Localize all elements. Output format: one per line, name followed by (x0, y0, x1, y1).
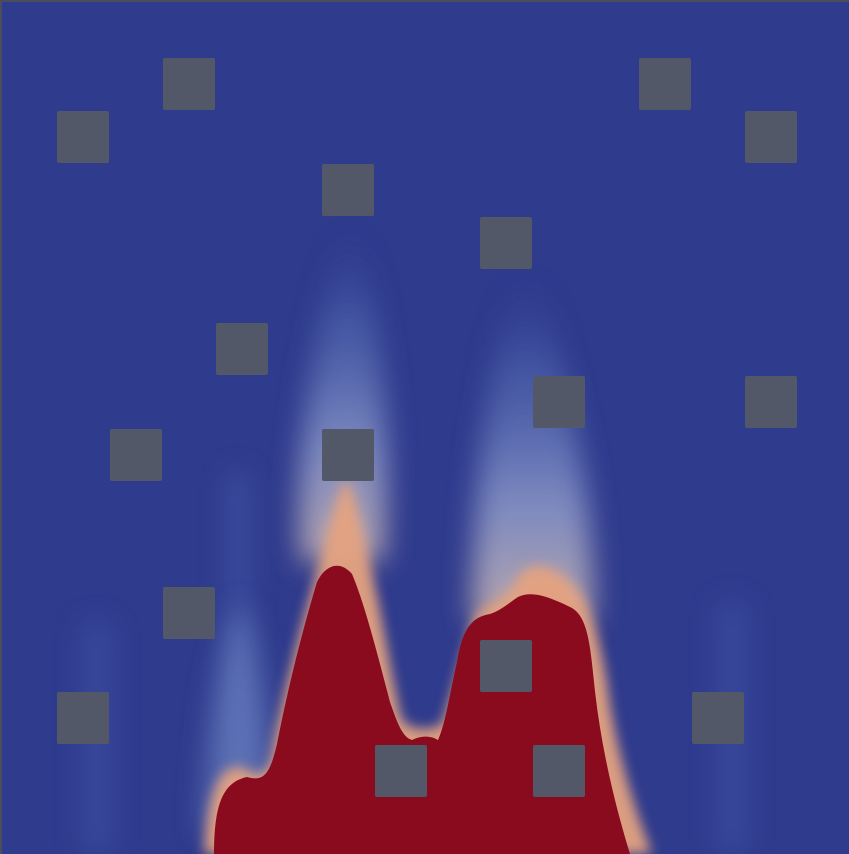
obstacle-square (216, 323, 268, 375)
obstacle-square (110, 429, 162, 481)
obstacle-square (322, 164, 374, 216)
obstacle-grid (57, 58, 797, 797)
obstacle-square (745, 376, 797, 428)
obstacle-square (163, 58, 215, 110)
obstacle-square (639, 58, 691, 110)
obstacle-square (163, 587, 215, 639)
obstacle-square (745, 111, 797, 163)
obstacle-square (375, 745, 427, 797)
obstacle-square (692, 692, 744, 744)
obstacle-square (480, 640, 532, 692)
obstacle-square (322, 429, 374, 481)
obstacle-square (533, 745, 585, 797)
obstacle-square (57, 111, 109, 163)
hot-region (214, 565, 630, 854)
obstacle-square (533, 376, 585, 428)
obstacle-square (57, 692, 109, 744)
obstacle-square (480, 217, 532, 269)
